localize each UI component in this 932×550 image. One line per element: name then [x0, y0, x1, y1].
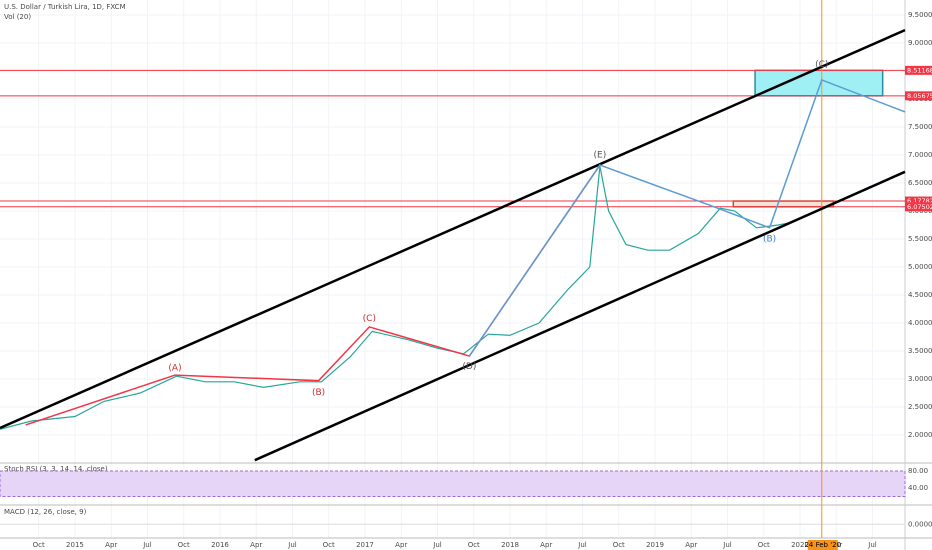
x-tick-label: 2020 [791, 541, 809, 549]
price-line [0, 166, 793, 430]
wave-label: (B) [763, 235, 776, 245]
y-tick-label: 9.00000 [908, 39, 932, 47]
x-tick-label: Apr [395, 541, 407, 549]
stoch-band [0, 470, 906, 497]
x-tick-label: Oct [613, 541, 625, 549]
x-tick-label: 2017 [356, 541, 374, 549]
y-tick-label: 5.50000 [908, 235, 932, 243]
date-tag-label: 24 Feb '20 [804, 541, 841, 549]
price-tag [905, 202, 932, 212]
x-tick-label: Oct [178, 541, 190, 549]
chart-title: U.S. Dollar / Turkish Lira, 1D, FXCM [4, 3, 126, 11]
x-tick-label: Oct [33, 541, 45, 549]
wave-label: (B) [312, 388, 325, 398]
x-tick-label: 2018 [501, 541, 519, 549]
price-tag [905, 91, 932, 101]
x-tick-label: Oct [323, 541, 335, 549]
y-tick-label: 40.00 [908, 484, 928, 492]
y-tick-label: 7.50000 [908, 123, 932, 131]
wave-label: (D) [462, 362, 476, 372]
y-tick-label: 4.00000 [908, 319, 932, 327]
x-tick-label: Apr [685, 541, 697, 549]
y-tick-label: 4.50000 [908, 291, 932, 299]
y-tick-label: 2.50000 [908, 403, 932, 411]
price-tag-label: 8.05675 [907, 92, 932, 100]
x-tick-label: 2016 [211, 541, 229, 549]
x-tick-label: Apr [250, 541, 262, 549]
trend-drawing [254, 170, 906, 462]
x-tick-label: Apr [105, 541, 117, 549]
indicator-label: Vol (20) [4, 13, 31, 21]
y-tick-label: 3.50000 [908, 347, 932, 355]
x-tick-label: Jul [722, 541, 732, 549]
x-tick-label: Apr [540, 541, 552, 549]
x-tick-label: Oct [468, 541, 480, 549]
trend-drawing [468, 78, 906, 357]
wave-label: (C) [363, 314, 376, 324]
zone-box [732, 200, 835, 208]
date-tag [807, 540, 838, 550]
y-tick-label: 2.00000 [908, 431, 932, 439]
x-tick-label: Jul [432, 541, 442, 549]
trend-drawing [0, 28, 906, 430]
y-tick-label: 0.00000 [908, 520, 932, 528]
price-tag-label: 6.07502 [907, 203, 932, 211]
y-tick-label: 6.50000 [908, 179, 932, 187]
x-tick-label: 2015 [66, 541, 84, 549]
y-tick-label: 7.00000 [908, 151, 932, 159]
x-tick-label: Oct [758, 541, 770, 549]
y-tick-label: 5.00000 [908, 263, 932, 271]
price-tag [905, 65, 932, 75]
indicator-label: MACD (12, 26, close, 9) [4, 508, 87, 516]
x-tick-label: Jul [287, 541, 297, 549]
x-tick-label: Jul [577, 541, 587, 549]
price-tag [905, 196, 932, 206]
indicator-label: Stoch RSI (3, 3, 14, 14, close) [4, 465, 108, 473]
price-tag-label: 6.17782 [907, 197, 932, 205]
y-tick-label: 80.00 [908, 467, 928, 475]
x-tick-label: Jul [867, 541, 877, 549]
x-tick-label: Jul [142, 541, 152, 549]
y-tick-label: 9.50000 [908, 11, 932, 19]
y-tick-label: 3.00000 [908, 375, 932, 383]
x-tick-label: 2019 [646, 541, 664, 549]
wave-label: (A) [168, 363, 181, 373]
wave-label: (E) [594, 151, 607, 161]
wave-label: (C) [815, 60, 828, 70]
price-tag-label: 8.51168 [907, 66, 932, 74]
zone-box [754, 69, 884, 97]
